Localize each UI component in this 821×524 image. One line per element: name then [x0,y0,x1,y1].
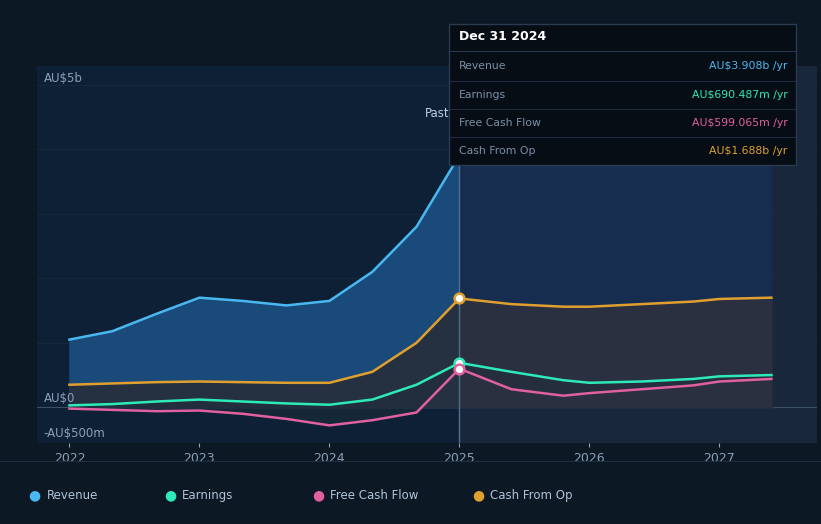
Text: Cash From Op: Cash From Op [490,489,572,501]
Text: Earnings: Earnings [182,489,234,501]
Text: Past: Past [424,107,449,121]
Text: AU$3.908b /yr: AU$3.908b /yr [709,61,787,71]
Text: Revenue: Revenue [459,61,507,71]
Text: Free Cash Flow: Free Cash Flow [459,118,541,128]
Text: ●: ● [472,488,484,502]
Text: Cash From Op: Cash From Op [459,146,535,156]
Text: Revenue: Revenue [47,489,99,501]
Text: ●: ● [164,488,177,502]
Text: AU$0: AU$0 [44,392,75,405]
Text: Free Cash Flow: Free Cash Flow [330,489,419,501]
Text: AU$1.688b /yr: AU$1.688b /yr [709,146,787,156]
Text: AU$599.065m /yr: AU$599.065m /yr [691,118,787,128]
Text: ●: ● [29,488,41,502]
Text: Earnings: Earnings [459,90,506,100]
Text: AU$690.487m /yr: AU$690.487m /yr [691,90,787,100]
Text: Dec 31 2024: Dec 31 2024 [459,30,546,43]
Text: ●: ● [312,488,324,502]
Text: AU$5b: AU$5b [44,72,82,85]
Bar [460,66,817,443]
Bar [37,66,460,443]
Text: Analysts Forecasts: Analysts Forecasts [470,107,580,121]
Text: -AU$500m: -AU$500m [44,427,105,440]
